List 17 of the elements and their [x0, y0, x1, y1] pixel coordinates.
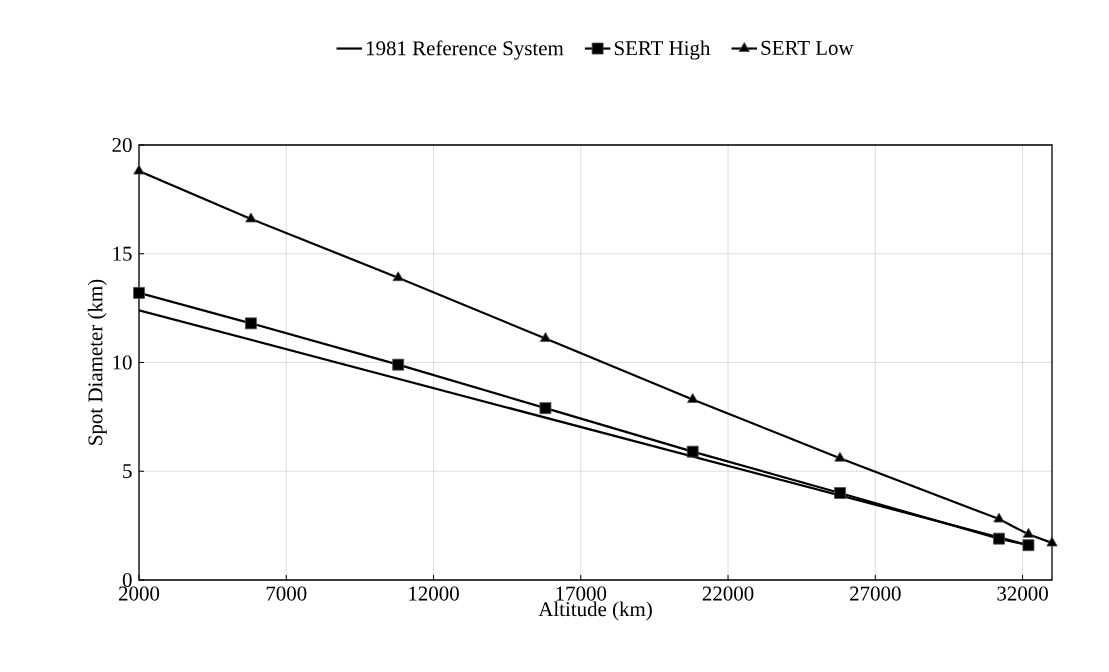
y-tick-label: 20 [112, 137, 132, 153]
x-tick-label: 22000 [702, 586, 754, 601]
y-axis-title: Spot Diameter (km) [87, 279, 107, 445]
x-tick-label: 12000 [409, 586, 459, 601]
legend-label: SERT High [614, 40, 711, 60]
x-tick-label: 2000 [119, 586, 160, 601]
x-tick-label: 32000 [997, 586, 1048, 601]
y-tick-label: 5 [123, 464, 132, 479]
y-tick-label: 10 [113, 355, 132, 370]
legend-label: SERT Low [761, 40, 854, 55]
x-tick-label: 7000 [266, 586, 307, 601]
legend-label: 1981 Reference System [366, 40, 564, 60]
x-tick-label: 17000 [556, 586, 607, 601]
y-tick-label: 15 [113, 246, 132, 261]
x-tick-label: 27000 [850, 586, 901, 601]
y-tick-label: 0 [122, 572, 132, 588]
x-axis-title: Altitude (km) [538, 601, 652, 621]
